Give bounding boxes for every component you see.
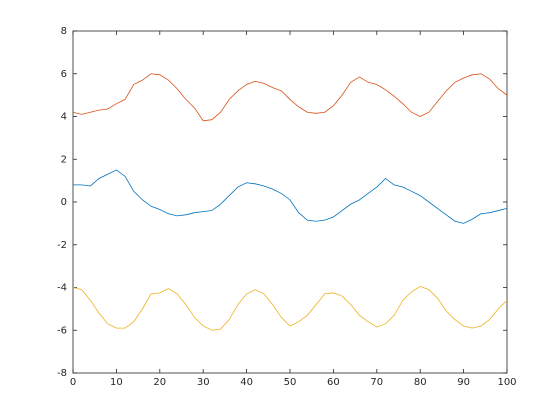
x-tick-label: 90 (457, 377, 470, 388)
data-line (73, 169, 508, 224)
x-tick-label: 30 (197, 377, 210, 388)
x-tick-label: 50 (284, 377, 297, 388)
x-tick-label: 10 (110, 377, 123, 388)
x-tick-label: 60 (327, 377, 340, 388)
y-tick-label: -4 (57, 283, 67, 294)
y-tick-label: 6 (61, 69, 67, 80)
y-tick-label: 2 (61, 154, 67, 165)
data-line (72, 73, 508, 122)
x-tick-label: 100 (497, 377, 516, 388)
x-tick-label: 0 (70, 377, 76, 388)
y-tick-label: 4 (61, 112, 67, 123)
y-tick-label: 0 (61, 197, 67, 208)
y-tick-label: 8 (61, 26, 67, 37)
x-tick-label: 20 (153, 377, 166, 388)
y-tick-label: -8 (57, 368, 67, 379)
x-tick-label: 40 (240, 377, 253, 388)
x-tick-label: 70 (370, 377, 383, 388)
data-line (72, 285, 508, 331)
y-tick-label: -6 (57, 325, 67, 336)
x-tick-label: 80 (414, 377, 427, 388)
y-tick-label: -2 (57, 240, 67, 251)
